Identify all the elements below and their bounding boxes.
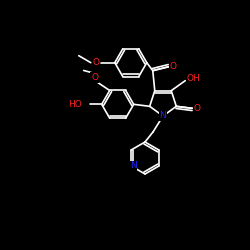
Text: HO: HO — [68, 100, 82, 109]
Text: O: O — [91, 73, 98, 82]
Text: N: N — [130, 162, 136, 170]
Text: O: O — [92, 58, 99, 67]
Text: OH: OH — [186, 74, 200, 83]
Text: O: O — [169, 62, 176, 71]
Text: O: O — [194, 104, 201, 113]
Text: N: N — [160, 112, 166, 120]
